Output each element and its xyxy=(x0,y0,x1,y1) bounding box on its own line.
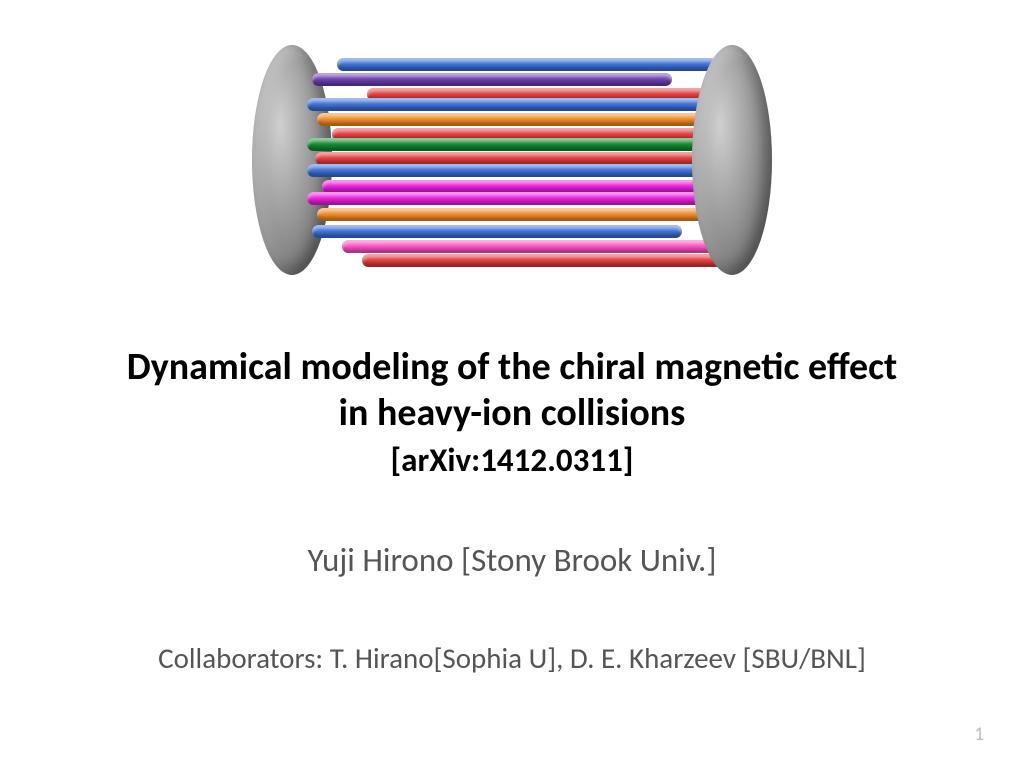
collaborators-line: Collaborators: T. Hirano[Sophia U], D. E… xyxy=(0,640,1024,676)
collaborators-names: T. Hirano[Sophia U], D. E. Kharzeev [SBU… xyxy=(330,640,866,676)
flux-tube xyxy=(307,192,725,205)
flux-tube xyxy=(317,208,725,221)
flux-tube xyxy=(312,73,672,86)
flux-tube xyxy=(307,164,727,177)
flux-tube xyxy=(317,113,727,126)
arxiv-ref: [arXiv:1412.0311] xyxy=(0,440,1024,480)
nucleus-right xyxy=(692,45,772,275)
flux-tube xyxy=(312,225,682,238)
flux-tube xyxy=(337,58,717,71)
slide: Dynamical modeling of the chiral magneti… xyxy=(0,0,1024,768)
flux-tube xyxy=(307,98,727,111)
flux-tube xyxy=(342,240,722,253)
flux-tube-diagram xyxy=(252,40,772,280)
collaborators-label: Collaborators: xyxy=(158,640,330,676)
title-line-1: Dynamical modeling of the chiral magneti… xyxy=(0,345,1024,391)
flux-tube xyxy=(362,254,722,267)
flux-tube xyxy=(307,138,722,151)
page-number: 1 xyxy=(974,723,984,746)
author-line: Yuji Hirono [Stony Brook Univ.] xyxy=(0,540,1024,580)
flux-tubes-group xyxy=(307,40,732,280)
title-line-2: in heavy-ion collisions xyxy=(0,391,1024,437)
title-block: Dynamical modeling of the chiral magneti… xyxy=(0,345,1024,480)
